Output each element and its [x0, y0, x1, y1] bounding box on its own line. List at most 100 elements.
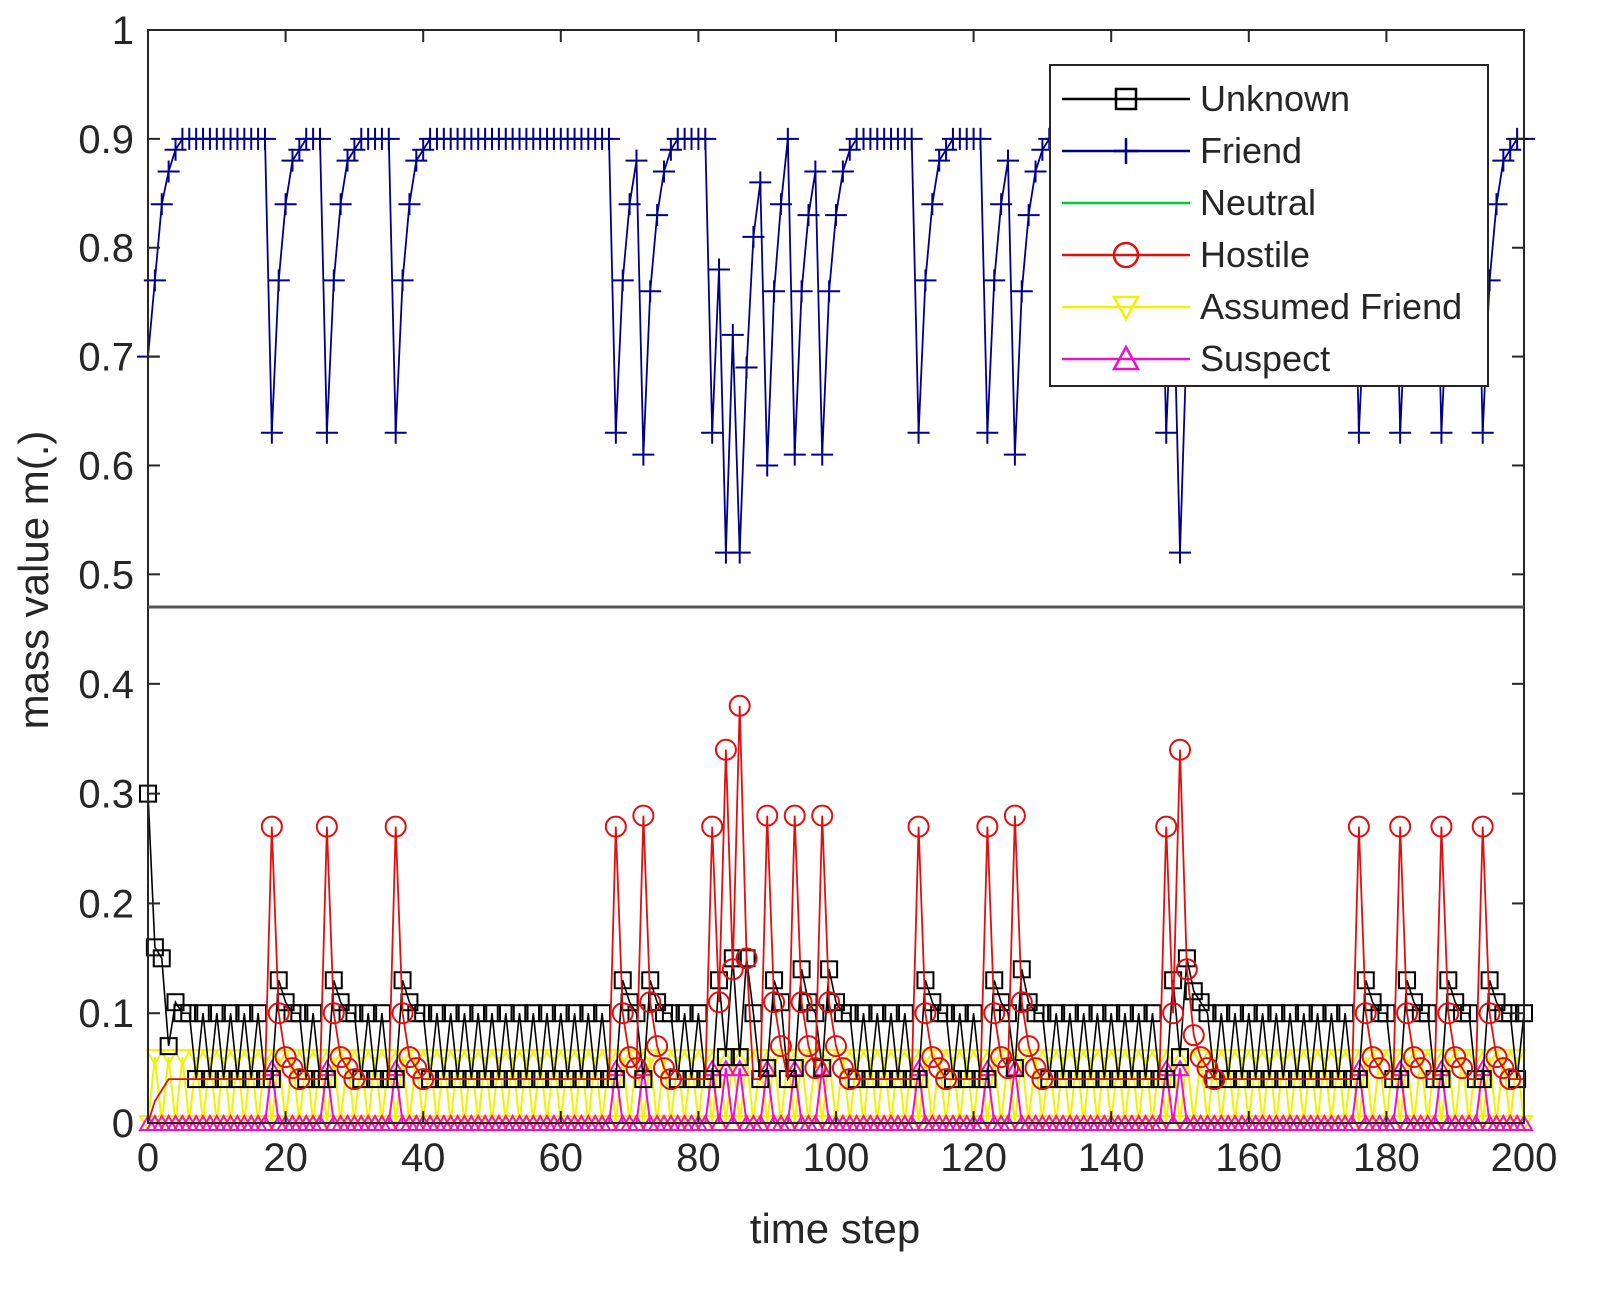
hostile-marker — [783, 804, 806, 827]
assumed-friend-marker — [475, 1049, 495, 1067]
friend-marker — [1003, 443, 1026, 466]
hostile-marker — [329, 1046, 352, 1069]
friend-marker — [721, 323, 744, 346]
hostile-marker — [831, 1057, 854, 1080]
friend-marker — [653, 160, 675, 183]
hostile-marker — [804, 1057, 827, 1080]
assumed-friend-marker — [1053, 1049, 1073, 1067]
friend-marker — [735, 356, 758, 379]
assumed-friend-marker — [420, 1049, 440, 1067]
friend-marker — [611, 269, 634, 292]
friend-marker — [260, 421, 283, 444]
unknown-marker — [469, 1004, 488, 1023]
assumed-friend-marker — [956, 1049, 977, 1067]
friend-marker — [597, 127, 620, 150]
unknown-marker — [524, 1004, 543, 1023]
assumed-friend-marker — [544, 1049, 564, 1067]
legend-label: Hostile — [1200, 234, 1310, 275]
unknown-marker — [806, 1004, 825, 1023]
hostile-marker — [384, 815, 407, 838]
friend-marker — [253, 127, 276, 150]
friend-marker — [150, 193, 173, 216]
legend-label: Friend — [1200, 130, 1302, 171]
unknown-marker — [661, 1004, 680, 1023]
hostile-marker — [1189, 1046, 1212, 1069]
legend-label: Assumed Friend — [1200, 286, 1462, 327]
y-tick-label-lower: 0.2 — [78, 882, 134, 926]
unknown-marker — [1088, 1004, 1107, 1023]
friend-marker — [818, 280, 841, 303]
friend-marker — [694, 127, 717, 150]
legend-item: Assumed Friend — [1062, 286, 1462, 327]
hostile-marker — [1430, 815, 1453, 838]
unknown-marker — [1184, 982, 1203, 1001]
triangle-up-marker-icon — [1111, 344, 1141, 371]
unknown-marker — [613, 971, 632, 990]
unknown-marker — [792, 960, 811, 979]
unknown-marker — [538, 1004, 557, 1023]
friend-marker — [398, 193, 421, 216]
unknown-marker — [152, 949, 171, 968]
hostile-marker — [797, 1035, 820, 1058]
hostile-marker — [288, 1068, 311, 1091]
assumed-friend-marker — [489, 1049, 509, 1067]
unknown-marker — [634, 1070, 653, 1089]
friend-marker — [322, 269, 345, 292]
hostile-marker — [1155, 815, 1178, 838]
unknown-marker — [455, 1004, 474, 1023]
assumed-friend-marker — [200, 1049, 220, 1067]
unknown-marker — [1074, 1004, 1093, 1023]
unknown-marker — [565, 1004, 584, 1023]
unknown-marker — [1047, 1004, 1066, 1023]
hostile-marker — [1010, 991, 1033, 1014]
friend-marker — [377, 127, 400, 150]
friend-marker — [267, 269, 290, 292]
hostile-marker — [976, 815, 999, 838]
hostile-marker — [1444, 1046, 1467, 1069]
unknown-marker — [1226, 1004, 1245, 1023]
x-tick-label: 40 — [401, 1136, 446, 1180]
unknown-marker — [290, 1004, 309, 1023]
hostile-marker — [1437, 1002, 1460, 1025]
friend-marker — [907, 421, 930, 444]
friend-marker — [329, 193, 352, 216]
unknown-marker — [716, 1048, 735, 1067]
unknown-marker — [882, 1004, 901, 1023]
friend-marker — [391, 269, 414, 292]
hostile-marker — [267, 1002, 290, 1025]
friend-marker — [969, 127, 992, 150]
assumed-friend-marker — [888, 1049, 908, 1067]
legend-label: Neutral — [1200, 182, 1316, 223]
assumed-friend-marker — [1287, 1049, 1307, 1067]
hostile-marker — [1347, 815, 1370, 838]
hostile-marker — [701, 815, 724, 838]
hostile-marker — [412, 1068, 435, 1091]
axes: 0 20 40 60 80 100 120 140 160 180 200 0 0.1 0.2 0.3 0.4… — [78, 9, 1557, 1180]
hostile-marker — [921, 1046, 944, 1069]
assumed-friend-marker — [1012, 1049, 1032, 1067]
friend-marker — [790, 280, 813, 303]
hostile-marker — [728, 694, 751, 717]
y-tick-label-lower: 0.3 — [78, 773, 134, 817]
unknown-marker — [483, 1004, 501, 1023]
friend-marker — [625, 149, 648, 172]
assumed-friend-marker — [723, 1049, 743, 1067]
assumed-friend-marker — [172, 1049, 193, 1067]
unknown-marker — [730, 1048, 749, 1067]
unknown-marker — [221, 1004, 240, 1023]
unknown-marker — [159, 1037, 178, 1056]
legend-item: Friend — [1062, 130, 1302, 171]
friend-marker — [776, 127, 799, 150]
hostile-marker — [769, 1035, 792, 1058]
x-tick-label: 60 — [539, 1136, 584, 1180]
hostile-marker — [983, 1002, 1006, 1025]
friend-marker — [756, 454, 779, 477]
unknown-marker — [1198, 1004, 1217, 1023]
hostile-marker — [274, 1046, 297, 1069]
unknown-marker — [937, 1004, 956, 1023]
hostile-marker — [260, 815, 283, 838]
friend-marker — [831, 160, 854, 183]
hostile-marker — [639, 991, 662, 1014]
hostile-marker — [714, 738, 737, 761]
